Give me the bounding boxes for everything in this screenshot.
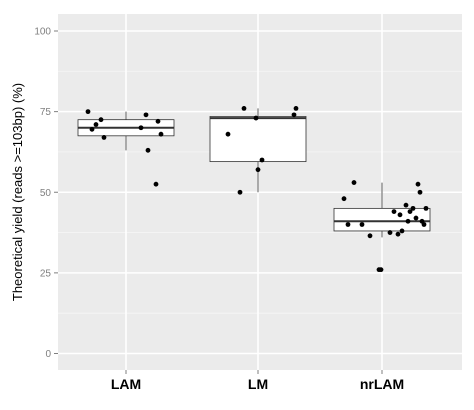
data-point — [421, 222, 427, 227]
data-point — [158, 131, 164, 137]
data-point — [255, 167, 261, 173]
data-point — [253, 115, 259, 121]
y-axis-title: Theoretical yield (reads >=103bp) (%) — [10, 83, 25, 301]
data-point — [391, 209, 397, 215]
data-point — [345, 222, 351, 227]
data-point — [395, 231, 401, 237]
y-tick-label: 0 — [45, 349, 51, 360]
y-tick-label: 50 — [40, 188, 52, 199]
data-point — [291, 112, 297, 118]
x-tick-label: LAM — [111, 376, 141, 392]
data-point — [85, 109, 91, 115]
data-point — [407, 209, 413, 215]
data-point — [93, 122, 99, 127]
data-point — [237, 189, 243, 195]
data-point — [259, 157, 265, 163]
data-point — [341, 196, 347, 202]
y-tick-label: 75 — [40, 107, 52, 118]
data-point — [101, 135, 107, 140]
data-point — [397, 212, 403, 218]
data-point — [293, 106, 299, 111]
data-point — [413, 215, 419, 221]
x-tick-label: nrLAM — [360, 376, 404, 392]
data-point — [98, 117, 104, 123]
data-point — [399, 228, 405, 234]
data-point — [351, 180, 357, 185]
data-point — [89, 126, 95, 132]
data-point — [403, 202, 409, 208]
data-point — [145, 147, 151, 153]
data-point — [241, 106, 247, 111]
box-iqr — [209, 116, 307, 163]
data-point — [387, 230, 393, 235]
data-point — [415, 181, 421, 187]
data-point — [359, 222, 365, 227]
data-point — [143, 112, 149, 118]
data-point — [378, 267, 384, 273]
data-point — [225, 131, 231, 137]
data-point — [155, 118, 161, 124]
data-point — [410, 205, 416, 211]
data-point — [153, 181, 159, 187]
data-point — [423, 205, 429, 211]
data-point — [138, 125, 144, 131]
y-tick-label: 100 — [34, 27, 51, 38]
y-tick-label: 25 — [40, 268, 52, 279]
data-point — [417, 189, 423, 195]
x-tick-label: LM — [248, 376, 268, 392]
data-point — [405, 218, 411, 224]
box-iqr — [333, 207, 431, 232]
data-point — [367, 233, 373, 239]
